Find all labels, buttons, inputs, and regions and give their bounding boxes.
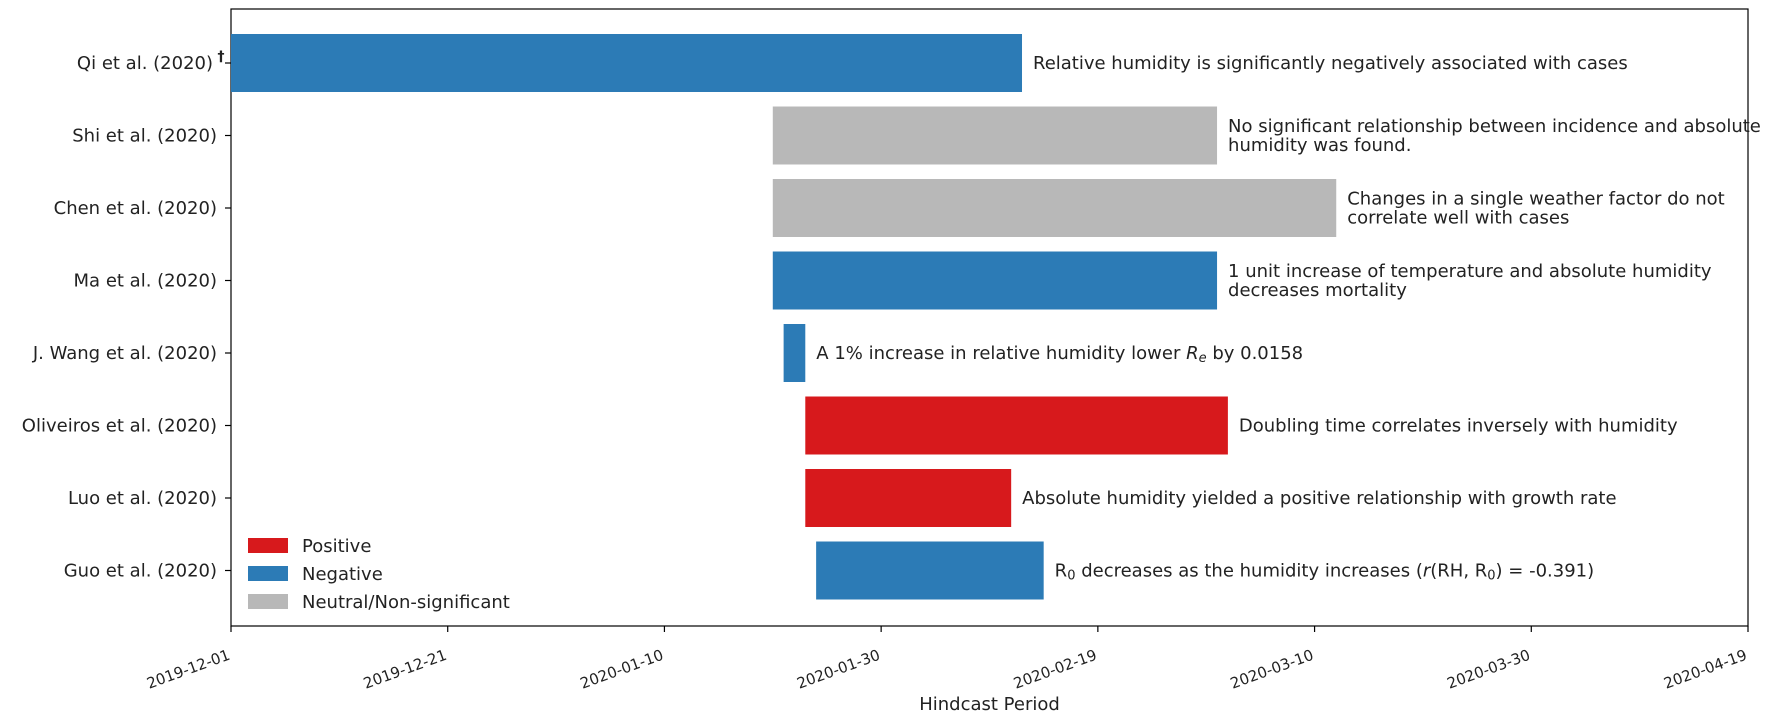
x-tick-label-6: 2020-03-10	[1228, 646, 1316, 693]
x-tick-label-3: 2020-01-10	[578, 646, 666, 693]
legend-swatch-2	[248, 566, 288, 581]
x-tick-label-4: 2020-01-30	[794, 646, 882, 693]
x-tick-label-5: 2020-02-19	[1011, 646, 1099, 693]
legend: Positive Negative Neutral/Non-significant	[248, 536, 510, 613]
legend-swatch-3	[248, 594, 288, 609]
bar-4	[772, 251, 1218, 310]
bar-5	[783, 324, 806, 382]
legend-swatch-1	[248, 538, 288, 553]
bar-annotation-2: No significant relationship between inci…	[1228, 116, 1761, 156]
legend-label-2: Negative	[302, 564, 383, 585]
bar-2	[772, 106, 1218, 165]
x-tick-label-8: 2020-04-19	[1661, 646, 1749, 693]
y-label-marker-1: †	[218, 49, 225, 65]
bar-annotation-5: A 1% increase in relative humidity lower…	[816, 343, 1303, 366]
bar-annotation-7: Absolute humidity yielded a positive rel…	[1022, 488, 1616, 509]
y-tick-label-4: Ma et al. (2020)	[74, 271, 217, 292]
y-tick-label-3: Chen et al. (2020)	[54, 198, 217, 219]
y-tick-label-6: Oliveiros et al. (2020)	[22, 416, 217, 437]
y-tick-label-7: Luo et al. (2020)	[68, 488, 217, 509]
bar-6	[805, 396, 1228, 455]
y-tick-label-1: Qi et al. (2020)	[77, 53, 213, 74]
x-tick-label-2: 2019-12-21	[361, 646, 449, 693]
y-tick-label-8: Guo et al. (2020)	[64, 561, 217, 582]
y-tick-label-2: Shi et al. (2020)	[72, 126, 217, 147]
bar-8	[816, 541, 1044, 600]
x-tick-label-1: 2019-12-01	[144, 646, 232, 693]
plot-frame	[230, 8, 1749, 627]
legend-label-1: Positive	[302, 536, 371, 557]
bar-annotation-4: 1 unit increase of temperature and absol…	[1228, 261, 1712, 301]
bar-annotation-3: Changes in a single weather factor do no…	[1347, 189, 1725, 229]
x-axis-label: Hindcast Period	[919, 694, 1060, 713]
x-tick-label-7: 2020-03-30	[1445, 646, 1533, 693]
legend-label-3: Neutral/Non-significant	[302, 592, 510, 613]
bar-annotation-6: Doubling time correlates inversely with …	[1239, 416, 1678, 437]
bar-annotation-8: R0 decreases as the humidity increases (…	[1055, 561, 1594, 584]
bar-3	[772, 179, 1337, 237]
bar-7	[805, 469, 1012, 527]
bar-annotation-1: Relative humidity is significantly negat…	[1033, 53, 1628, 74]
bar-1	[231, 34, 1023, 92]
y-tick-label-5: J. Wang et al. (2020)	[32, 343, 217, 364]
